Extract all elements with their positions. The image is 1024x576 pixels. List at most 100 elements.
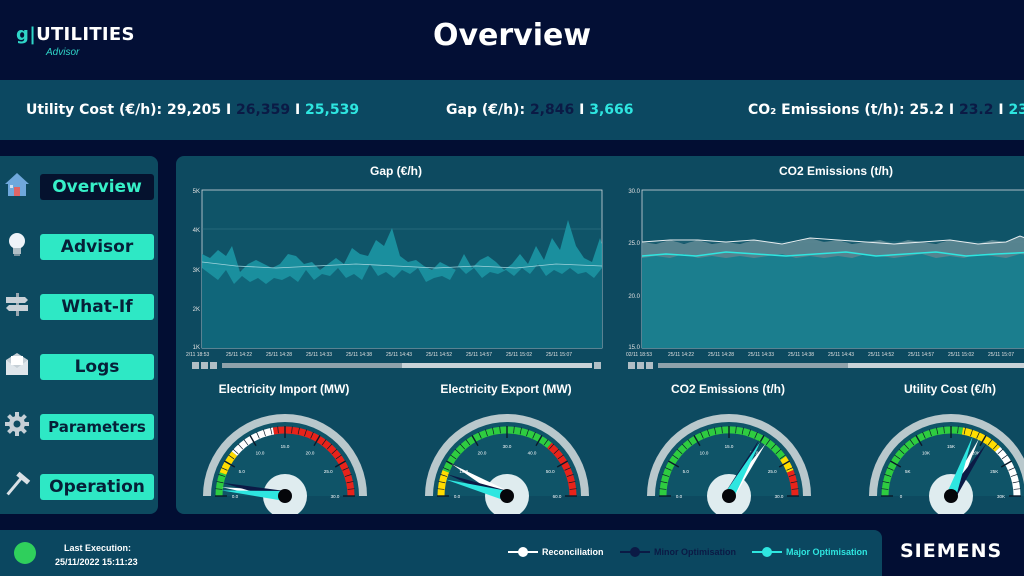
x-tick: 25/11 14:28 (266, 352, 292, 358)
lightbulb-icon (9, 233, 25, 256)
gauge-tick (270, 427, 273, 435)
gauge-title: Electricity Import (MW) (218, 382, 350, 396)
x-tick: 25/11 14:57 (466, 352, 492, 358)
gauge-tick (992, 443, 999, 450)
gauge-needle-pivot (278, 489, 292, 503)
co2-minor-area (642, 254, 1024, 348)
hammer-icon (6, 471, 31, 496)
legend-marker (620, 547, 650, 557)
signpost-icon (6, 293, 28, 316)
gauge-tick-label: 25.0 (324, 469, 333, 474)
gauge-tick (263, 429, 266, 437)
gauge-tick-label: 50.0 (546, 469, 555, 474)
gauge-tick (564, 467, 572, 471)
gauge-tick (326, 443, 333, 450)
gauge-tick (741, 427, 744, 435)
x-tick: 25/11 15:07 (546, 352, 572, 358)
gauge-tick (249, 435, 257, 447)
gauge-tick-label: 40.0 (528, 451, 537, 456)
sidebar-item-overview[interactable]: Overview (0, 162, 158, 202)
gauge-tick (256, 431, 260, 439)
gauge-tick-label: 5.0 (239, 469, 246, 474)
gauge-tick (478, 431, 482, 439)
kpi-utility-cost: Utility Cost (€/h): 29,205 I 26,359 I 25… (26, 102, 360, 118)
gauge-tick-label: 20.0 (478, 451, 487, 456)
gauge-tick (334, 460, 346, 468)
x-tick: 25/11 14:33 (306, 352, 332, 358)
gauge-tick (1012, 481, 1020, 484)
gauge-tick (707, 429, 710, 437)
gauge-tick (791, 488, 799, 490)
gauge-tick (321, 439, 327, 446)
y-tick: 2K (193, 307, 200, 313)
gauge-tick (779, 454, 786, 460)
gauge-needle (724, 440, 761, 499)
envelope-icon (6, 353, 28, 375)
gauge-tick (929, 429, 932, 437)
sidebar-item-label: What-If (40, 294, 154, 320)
electricity-export-gauge: 0.010.020.030.040.050.060.0 (425, 414, 589, 514)
gauge-tick (976, 431, 980, 439)
gauge-tick (886, 467, 894, 471)
gauge-tick (526, 429, 529, 437)
gauge-tick (890, 460, 902, 468)
gauge-tick (894, 454, 901, 460)
gauge-tick-label: 30.0 (503, 444, 512, 449)
gauge-tick (557, 454, 564, 460)
gap-chart-scrollbar[interactable] (192, 362, 601, 369)
gauge-tick (532, 431, 536, 439)
gauge-tick-label: 30.0 (775, 494, 784, 499)
gauge-tick (963, 427, 966, 435)
siemens-logo: SIEMENS (900, 540, 1003, 562)
gauge-zone (272, 426, 355, 497)
gauge-zone (780, 456, 794, 473)
gauge-tick (943, 426, 945, 434)
gauge-tick (979, 435, 987, 447)
gauge-tick (790, 481, 798, 484)
sidebar-item-label: Overview (40, 174, 154, 200)
utility-cost-gauge: 0 5K 10K 15K 20K 25K 30K (869, 414, 1024, 514)
gauge-tick-label: 20K (972, 451, 980, 456)
gauge-tick-label: 20.0 (306, 451, 315, 456)
gauge-tick (672, 454, 679, 460)
kpi-gap: Gap (€/h): 2,846 I 3,666 (446, 102, 634, 118)
gauge-tick (754, 431, 758, 439)
gauge-tick (881, 488, 889, 490)
co2-chart-scrollbar[interactable] (628, 362, 1024, 369)
gauge-tick (454, 448, 461, 455)
gauge-tick (450, 454, 457, 460)
page-title: Overview (432, 18, 592, 53)
x-tick: 25/11 14:28 (708, 352, 734, 358)
x-tick: 25/11 14:22 (668, 352, 694, 358)
gauge-tick (903, 443, 910, 450)
sidebar-item-operation[interactable]: Operation (0, 462, 158, 502)
gauge-tick (347, 488, 355, 490)
status-indicator (14, 542, 36, 564)
gauge-tick (909, 439, 915, 446)
gauge-tick-label: 5K (905, 469, 911, 474)
gauge-tick (884, 474, 892, 477)
gauge-tick (721, 426, 723, 434)
gauge-tick (569, 488, 577, 490)
legend-marker (752, 547, 782, 557)
gauge-tick-label: 60.0 (553, 494, 562, 499)
sidebar-item-label: Operation (40, 474, 154, 500)
sidebar-item-logs[interactable]: Logs (0, 342, 158, 382)
gauge-tick (218, 474, 226, 477)
sidebar-item-advisor[interactable]: Advisor (0, 222, 158, 262)
gauge-tick (997, 448, 1004, 455)
x-tick: 25/11 14:22 (226, 352, 252, 358)
gauge-tick (693, 435, 701, 447)
gauge-tick-label: 10K (922, 451, 930, 456)
gauge-tick (216, 481, 224, 484)
gauge-title: Utility Cost (€/h) (904, 382, 996, 396)
sidebar-item-parameters[interactable]: Parameters (0, 402, 158, 442)
gauge-tick (1008, 467, 1016, 471)
gauge-tick (277, 426, 279, 434)
gap-reconciliation-line (201, 261, 603, 269)
gauge-tick (659, 488, 667, 490)
gauge-tick (915, 435, 923, 447)
sidebar-item-what-if[interactable]: What-If (0, 282, 158, 322)
x-tick: 25/11 15:07 (988, 352, 1014, 358)
x-tick: 25/11 14:52 (426, 352, 452, 358)
